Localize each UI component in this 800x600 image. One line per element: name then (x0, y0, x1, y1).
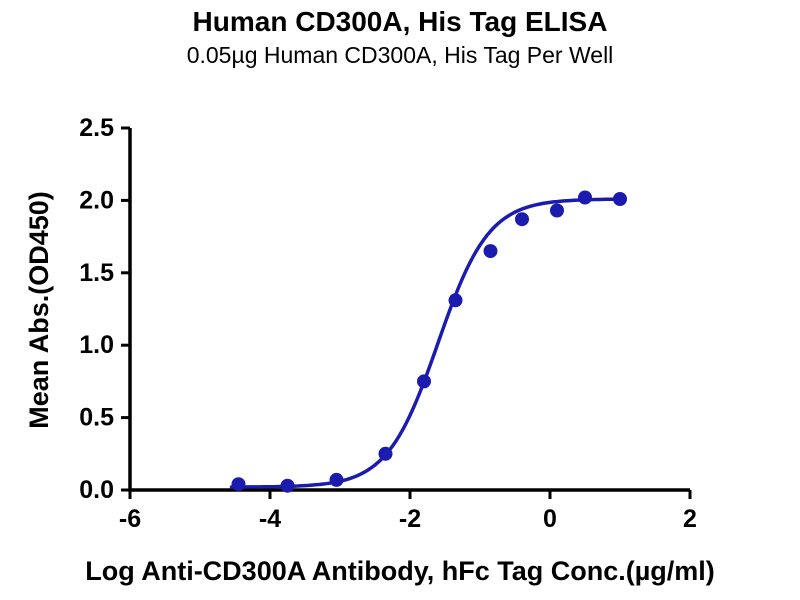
data-point (280, 478, 295, 493)
chart-subtitle: 0.05µg Human CD300A, His Tag Per Well (186, 42, 614, 68)
chart-title: Human CD300A, His Tag ELISA (192, 6, 608, 37)
data-point (515, 212, 529, 227)
x-axis-label: Log Anti-CD300A Antibody, hFc Tag Conc.(… (85, 556, 715, 586)
data-point (578, 190, 592, 205)
data-point (231, 477, 246, 492)
y-tick-label: 1.5 (79, 259, 114, 287)
y-tick-label: 0.0 (79, 476, 114, 504)
data-point (378, 446, 393, 461)
data-point (329, 472, 344, 487)
data-point (613, 192, 627, 206)
x-tick-label: -6 (119, 505, 141, 533)
data-point (550, 203, 564, 218)
y-tick-label: 0.5 (79, 404, 114, 432)
x-tick-label: 2 (683, 505, 697, 533)
data-point (483, 244, 498, 259)
x-tick-label: -2 (399, 505, 421, 533)
data-point (448, 293, 463, 308)
y-axis-label: Mean Abs.(OD450) (24, 191, 54, 429)
fit-curve (229, 197, 622, 489)
y-tick-label: 1.0 (79, 331, 114, 359)
plot-layer: -6 -4 -2 0 2 0.0 0.5 1.0 1.5 2.0 2.5 (79, 114, 697, 533)
y-tick-label: 2.0 (79, 186, 114, 214)
x-tick-label: -4 (259, 505, 281, 533)
data-point (417, 374, 431, 389)
x-tick-label: 0 (543, 505, 557, 533)
y-tick-label: 2.5 (79, 114, 114, 142)
